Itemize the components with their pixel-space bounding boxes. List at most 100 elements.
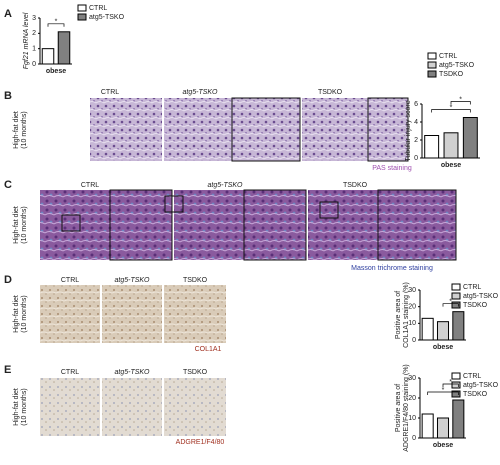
y-tick-label: 2	[414, 137, 418, 144]
legend-swatch	[451, 283, 461, 291]
micrograph	[164, 378, 226, 436]
panel-label: C	[4, 179, 12, 191]
column-header: atg5-TSKO	[207, 182, 243, 189]
y-tick-label: 1	[32, 46, 36, 53]
y-tick-label: 30	[408, 287, 416, 294]
bar	[452, 399, 465, 439]
panel-label: A	[4, 8, 12, 20]
column-header: TSDKO	[343, 182, 368, 189]
significance-bracket	[47, 23, 65, 27]
micrograph	[40, 285, 100, 343]
column-header: atg5-TSKO	[114, 369, 150, 376]
column-header: CTRL	[61, 369, 79, 376]
micrograph-zoom	[243, 189, 307, 261]
y-tick-label: 10	[408, 320, 416, 327]
y-axis-label: Fgf21 mRNA level	[23, 12, 30, 69]
zoom-box	[164, 195, 184, 213]
column-header: TSDKO	[183, 277, 208, 284]
legend-swatch	[77, 4, 87, 12]
x-tick-label: obese	[46, 68, 66, 75]
y-axis-label: Tubular injury score	[405, 100, 412, 161]
legend-swatch	[427, 52, 437, 60]
significance-bracket	[431, 109, 471, 113]
legend-swatch	[451, 292, 461, 300]
column-header: CTRL	[61, 277, 79, 284]
legend-label: CTRL	[89, 5, 107, 12]
significance-label: *	[459, 96, 462, 103]
panel-label: B	[4, 90, 12, 102]
bar	[421, 317, 434, 341]
zoom-box	[61, 214, 81, 232]
micrograph	[308, 190, 378, 260]
stain-label: COL1A1	[195, 346, 222, 353]
y-axis-label: COL1A1 staining (%)	[403, 282, 410, 348]
column-header: TSDKO	[318, 89, 343, 96]
panel-label: E	[4, 364, 11, 376]
column-header: CTRL	[81, 182, 99, 189]
micrograph	[102, 378, 162, 436]
row-label: (10 months)	[21, 111, 28, 148]
row-label: High-fat diet	[13, 111, 20, 149]
y-tick-label: 30	[408, 375, 416, 382]
legend-label: TSDKO	[463, 391, 488, 398]
y-tick-label: 2	[32, 30, 36, 37]
column-header: CTRL	[101, 89, 119, 96]
y-tick-label: 0	[414, 155, 418, 162]
y-tick-label: 4	[414, 119, 418, 126]
legend-swatch	[451, 372, 461, 380]
micrograph	[174, 190, 244, 260]
legend-label: CTRL	[463, 284, 481, 291]
row-label: (10 months)	[21, 388, 28, 425]
micrograph	[40, 190, 110, 260]
y-axis-label: Positive area of	[395, 384, 402, 432]
bar	[421, 413, 434, 439]
legend-swatch	[451, 381, 461, 389]
micrograph	[164, 285, 226, 343]
legend-label: CTRL	[463, 373, 481, 380]
significance-label: *	[449, 379, 452, 386]
legend-label: CTRL	[439, 53, 457, 60]
legend-label: atg5-TSKO	[463, 382, 499, 389]
legend-label: TSDKO	[439, 71, 464, 78]
significance-label: *	[442, 387, 445, 394]
column-header: TSDKO	[183, 369, 208, 376]
legend-label: atg5-TSKO	[463, 293, 499, 300]
row-label: (10 months)	[21, 206, 28, 243]
micrograph-zoom	[377, 189, 457, 261]
y-tick-label: 0	[412, 435, 416, 442]
significance-label: *	[55, 19, 58, 26]
significance-bracket	[442, 383, 459, 387]
row-label: High-fat diet	[13, 206, 20, 244]
significance-bracket	[442, 303, 459, 307]
micrograph-zoom	[367, 97, 409, 162]
legend-label: TSDKO	[463, 302, 488, 309]
y-tick-label: 20	[408, 304, 416, 311]
significance-label: *	[450, 104, 453, 111]
micrograph	[164, 98, 232, 161]
significance-label: *	[449, 299, 452, 306]
row-label: (10 months)	[21, 295, 28, 332]
y-tick-label: 0	[32, 61, 36, 68]
micrographs	[40, 97, 457, 436]
x-tick-label: obese	[433, 344, 453, 351]
stain-label: PAS staining	[372, 165, 412, 172]
legend-label: atg5-TSKO	[89, 14, 125, 21]
bar	[436, 417, 450, 439]
bar	[57, 31, 71, 65]
y-tick-label: 10	[408, 415, 416, 422]
bar	[436, 321, 450, 341]
panel-label: D	[4, 274, 12, 286]
zoom-box	[319, 201, 339, 219]
y-tick-label: 20	[408, 395, 416, 402]
bar	[462, 117, 478, 159]
row-label: High-fat diet	[13, 295, 20, 333]
bar	[443, 132, 459, 159]
stain-label: Masson trichrome staining	[351, 265, 433, 272]
micrograph	[90, 98, 162, 161]
legend-swatch	[451, 301, 461, 309]
significance-bracket	[450, 101, 471, 105]
y-tick-label: 0	[412, 337, 416, 344]
bar	[424, 135, 440, 159]
column-header: atg5-TSKO	[182, 89, 218, 96]
x-tick-label: obese	[433, 442, 453, 449]
